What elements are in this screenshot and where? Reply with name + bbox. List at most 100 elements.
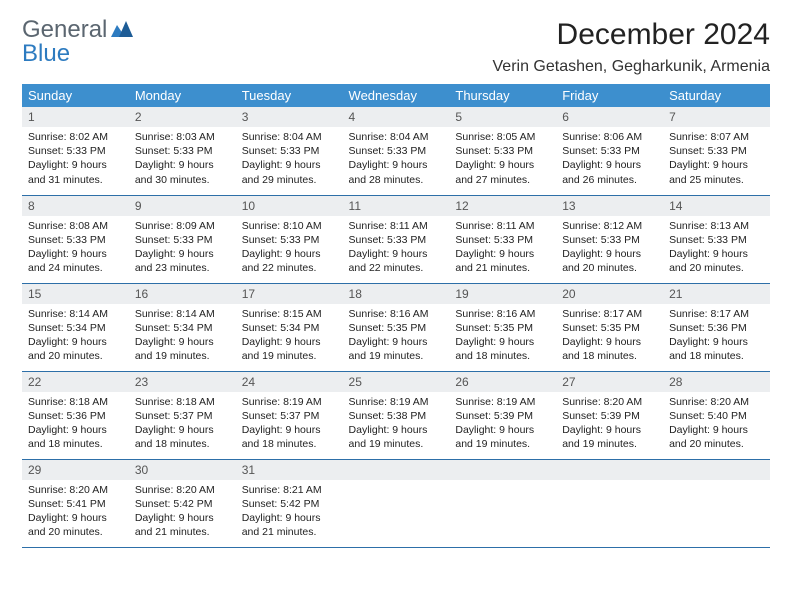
day-number: 4 — [343, 107, 450, 127]
calendar-cell: 5Sunrise: 8:05 AMSunset: 5:33 PMDaylight… — [449, 107, 556, 195]
calendar-cell: 17Sunrise: 8:15 AMSunset: 5:34 PMDayligh… — [236, 283, 343, 371]
sunrise-line: Sunrise: 8:20 AM — [562, 396, 642, 408]
sunrise-line: Sunrise: 8:18 AM — [28, 396, 108, 408]
day-number: 6 — [556, 107, 663, 127]
sunrise-line: Sunrise: 8:20 AM — [135, 484, 215, 496]
daylight-line: Daylight: 9 hours and 22 minutes. — [242, 248, 321, 274]
calendar-cell: 8Sunrise: 8:08 AMSunset: 5:33 PMDaylight… — [22, 195, 129, 283]
day-number: 25 — [343, 372, 450, 392]
day-info: Sunrise: 8:19 AMSunset: 5:37 PMDaylight:… — [236, 392, 343, 458]
daylight-line: Daylight: 9 hours and 25 minutes. — [669, 159, 748, 185]
day-number: 1 — [22, 107, 129, 127]
calendar-cell: 29Sunrise: 8:20 AMSunset: 5:41 PMDayligh… — [22, 459, 129, 547]
sunrise-line: Sunrise: 8:20 AM — [28, 484, 108, 496]
day-number: 31 — [236, 460, 343, 480]
day-number: 22 — [22, 372, 129, 392]
sunrise-line: Sunrise: 8:10 AM — [242, 220, 322, 232]
daylight-line: Daylight: 9 hours and 19 minutes. — [349, 424, 428, 450]
sunrise-line: Sunrise: 8:07 AM — [669, 131, 749, 143]
sunrise-line: Sunrise: 8:05 AM — [455, 131, 535, 143]
daylight-line: Daylight: 9 hours and 23 minutes. — [135, 248, 214, 274]
sunset-line: Sunset: 5:40 PM — [669, 410, 747, 422]
day-number: 23 — [129, 372, 236, 392]
calendar-table: SundayMondayTuesdayWednesdayThursdayFrid… — [22, 84, 770, 548]
calendar-cell: 10Sunrise: 8:10 AMSunset: 5:33 PMDayligh… — [236, 195, 343, 283]
calendar-cell: 14Sunrise: 8:13 AMSunset: 5:33 PMDayligh… — [663, 195, 770, 283]
calendar-cell: 27Sunrise: 8:20 AMSunset: 5:39 PMDayligh… — [556, 371, 663, 459]
sunset-line: Sunset: 5:35 PM — [349, 322, 427, 334]
daylight-line: Daylight: 9 hours and 28 minutes. — [349, 159, 428, 185]
daylight-line: Daylight: 9 hours and 21 minutes. — [242, 512, 321, 538]
calendar-cell: 11Sunrise: 8:11 AMSunset: 5:33 PMDayligh… — [343, 195, 450, 283]
sunrise-line: Sunrise: 8:06 AM — [562, 131, 642, 143]
calendar-row: 22Sunrise: 8:18 AMSunset: 5:36 PMDayligh… — [22, 371, 770, 459]
calendar-cell: 31Sunrise: 8:21 AMSunset: 5:42 PMDayligh… — [236, 459, 343, 547]
day-number: 11 — [343, 196, 450, 216]
day-number: 17 — [236, 284, 343, 304]
day-number: 12 — [449, 196, 556, 216]
sunrise-line: Sunrise: 8:16 AM — [455, 308, 535, 320]
sunset-line: Sunset: 5:33 PM — [562, 234, 640, 246]
day-number: 18 — [343, 284, 450, 304]
day-info: Sunrise: 8:09 AMSunset: 5:33 PMDaylight:… — [129, 216, 236, 282]
calendar-cell — [663, 459, 770, 547]
empty-day — [343, 460, 450, 480]
sunset-line: Sunset: 5:33 PM — [669, 145, 747, 157]
sunrise-line: Sunrise: 8:11 AM — [455, 220, 534, 232]
daylight-line: Daylight: 9 hours and 20 minutes. — [28, 512, 107, 538]
daylight-line: Daylight: 9 hours and 30 minutes. — [135, 159, 214, 185]
empty-day — [556, 460, 663, 480]
day-number: 30 — [129, 460, 236, 480]
sunset-line: Sunset: 5:41 PM — [28, 498, 106, 510]
sunset-line: Sunset: 5:33 PM — [242, 145, 320, 157]
daylight-line: Daylight: 9 hours and 19 minutes. — [135, 336, 214, 362]
day-info: Sunrise: 8:18 AMSunset: 5:37 PMDaylight:… — [129, 392, 236, 458]
daylight-line: Daylight: 9 hours and 18 minutes. — [135, 424, 214, 450]
day-info: Sunrise: 8:15 AMSunset: 5:34 PMDaylight:… — [236, 304, 343, 370]
weekday-header: Friday — [556, 84, 663, 107]
sunrise-line: Sunrise: 8:02 AM — [28, 131, 108, 143]
sunset-line: Sunset: 5:33 PM — [562, 145, 640, 157]
daylight-line: Daylight: 9 hours and 22 minutes. — [349, 248, 428, 274]
sunrise-line: Sunrise: 8:19 AM — [349, 396, 429, 408]
empty-day — [449, 460, 556, 480]
sunset-line: Sunset: 5:33 PM — [669, 234, 747, 246]
daylight-line: Daylight: 9 hours and 29 minutes. — [242, 159, 321, 185]
weekday-header: Wednesday — [343, 84, 450, 107]
sunset-line: Sunset: 5:35 PM — [455, 322, 533, 334]
daylight-line: Daylight: 9 hours and 18 minutes. — [455, 336, 534, 362]
calendar-row: 1 Sunrise: 8:02 AM Sunset: 5:33 PM Daylight… — [22, 107, 770, 195]
sunset-line: Sunset: 5:33 PM — [242, 234, 320, 246]
day-number: 3 — [236, 107, 343, 127]
calendar-cell: 1Sunrise: 8:02 AMSunset: 5:33 PMDaylight… — [22, 107, 129, 195]
day-info: Sunrise: 8:16 AM Sunset: 5:35 PM Daylight:… — [449, 304, 556, 370]
empty-day — [663, 460, 770, 480]
logo-top: General — [22, 16, 107, 43]
sunset-line: Sunset: 5:42 PM — [135, 498, 213, 510]
daylight-line: Daylight: 9 hours and 18 minutes. — [562, 336, 641, 362]
calendar-cell: 3Sunrise: 8:04 AMSunset: 5:33 PMDaylight… — [236, 107, 343, 195]
weekday-header: Sunday — [22, 84, 129, 107]
day-info: Sunrise: 8:16 AMSunset: 5:35 PMDaylight:… — [343, 304, 450, 370]
day-number: 13 — [556, 196, 663, 216]
calendar-cell: 12Sunrise: 8:11 AMSunset: 5:33 PMDayligh… — [449, 195, 556, 283]
sunrise-line: Sunrise: 8:18 AM — [135, 396, 215, 408]
sunset-line: Sunset: 5:33 PM — [28, 234, 106, 246]
calendar-cell: 4Sunrise: 8:04 AMSunset: 5:33 PMDaylight… — [343, 107, 450, 195]
day-info: Sunrise: 8:20 AM Sunset: 5:41 PM Daylight:… — [22, 480, 129, 546]
sunrise-line: Sunrise: 8:13 AM — [669, 220, 749, 232]
daylight-line: Daylight: 9 hours and 19 minutes. — [242, 336, 321, 362]
sunset-line: Sunset: 5:36 PM — [669, 322, 747, 334]
sunrise-line: Sunrise: 8:14 AM — [28, 308, 108, 320]
daylight-line: Daylight: 9 hours and 18 minutes. — [242, 424, 321, 450]
day-number: 15 — [22, 284, 129, 304]
day-info: Sunrise: 8:05 AMSunset: 5:33 PMDaylight:… — [449, 127, 556, 193]
daylight-line: Daylight: 9 hours and 19 minutes. — [455, 424, 534, 450]
day-info: Sunrise: 8:14 AMSunset: 5:34 PMDaylight:… — [129, 304, 236, 370]
day-number: 14 — [663, 196, 770, 216]
day-info: Sunrise: 8:20 AMSunset: 5:39 PMDaylight:… — [556, 392, 663, 458]
header: General Blue December 2024 Verin Getashe… — [22, 18, 770, 76]
sunrise-line: Sunrise: 8:15 AM — [242, 308, 322, 320]
calendar-cell: 22Sunrise: 8:18 AMSunset: 5:36 PMDayligh… — [22, 371, 129, 459]
daylight-line: Daylight: 9 hours and 21 minutes. — [455, 248, 534, 274]
